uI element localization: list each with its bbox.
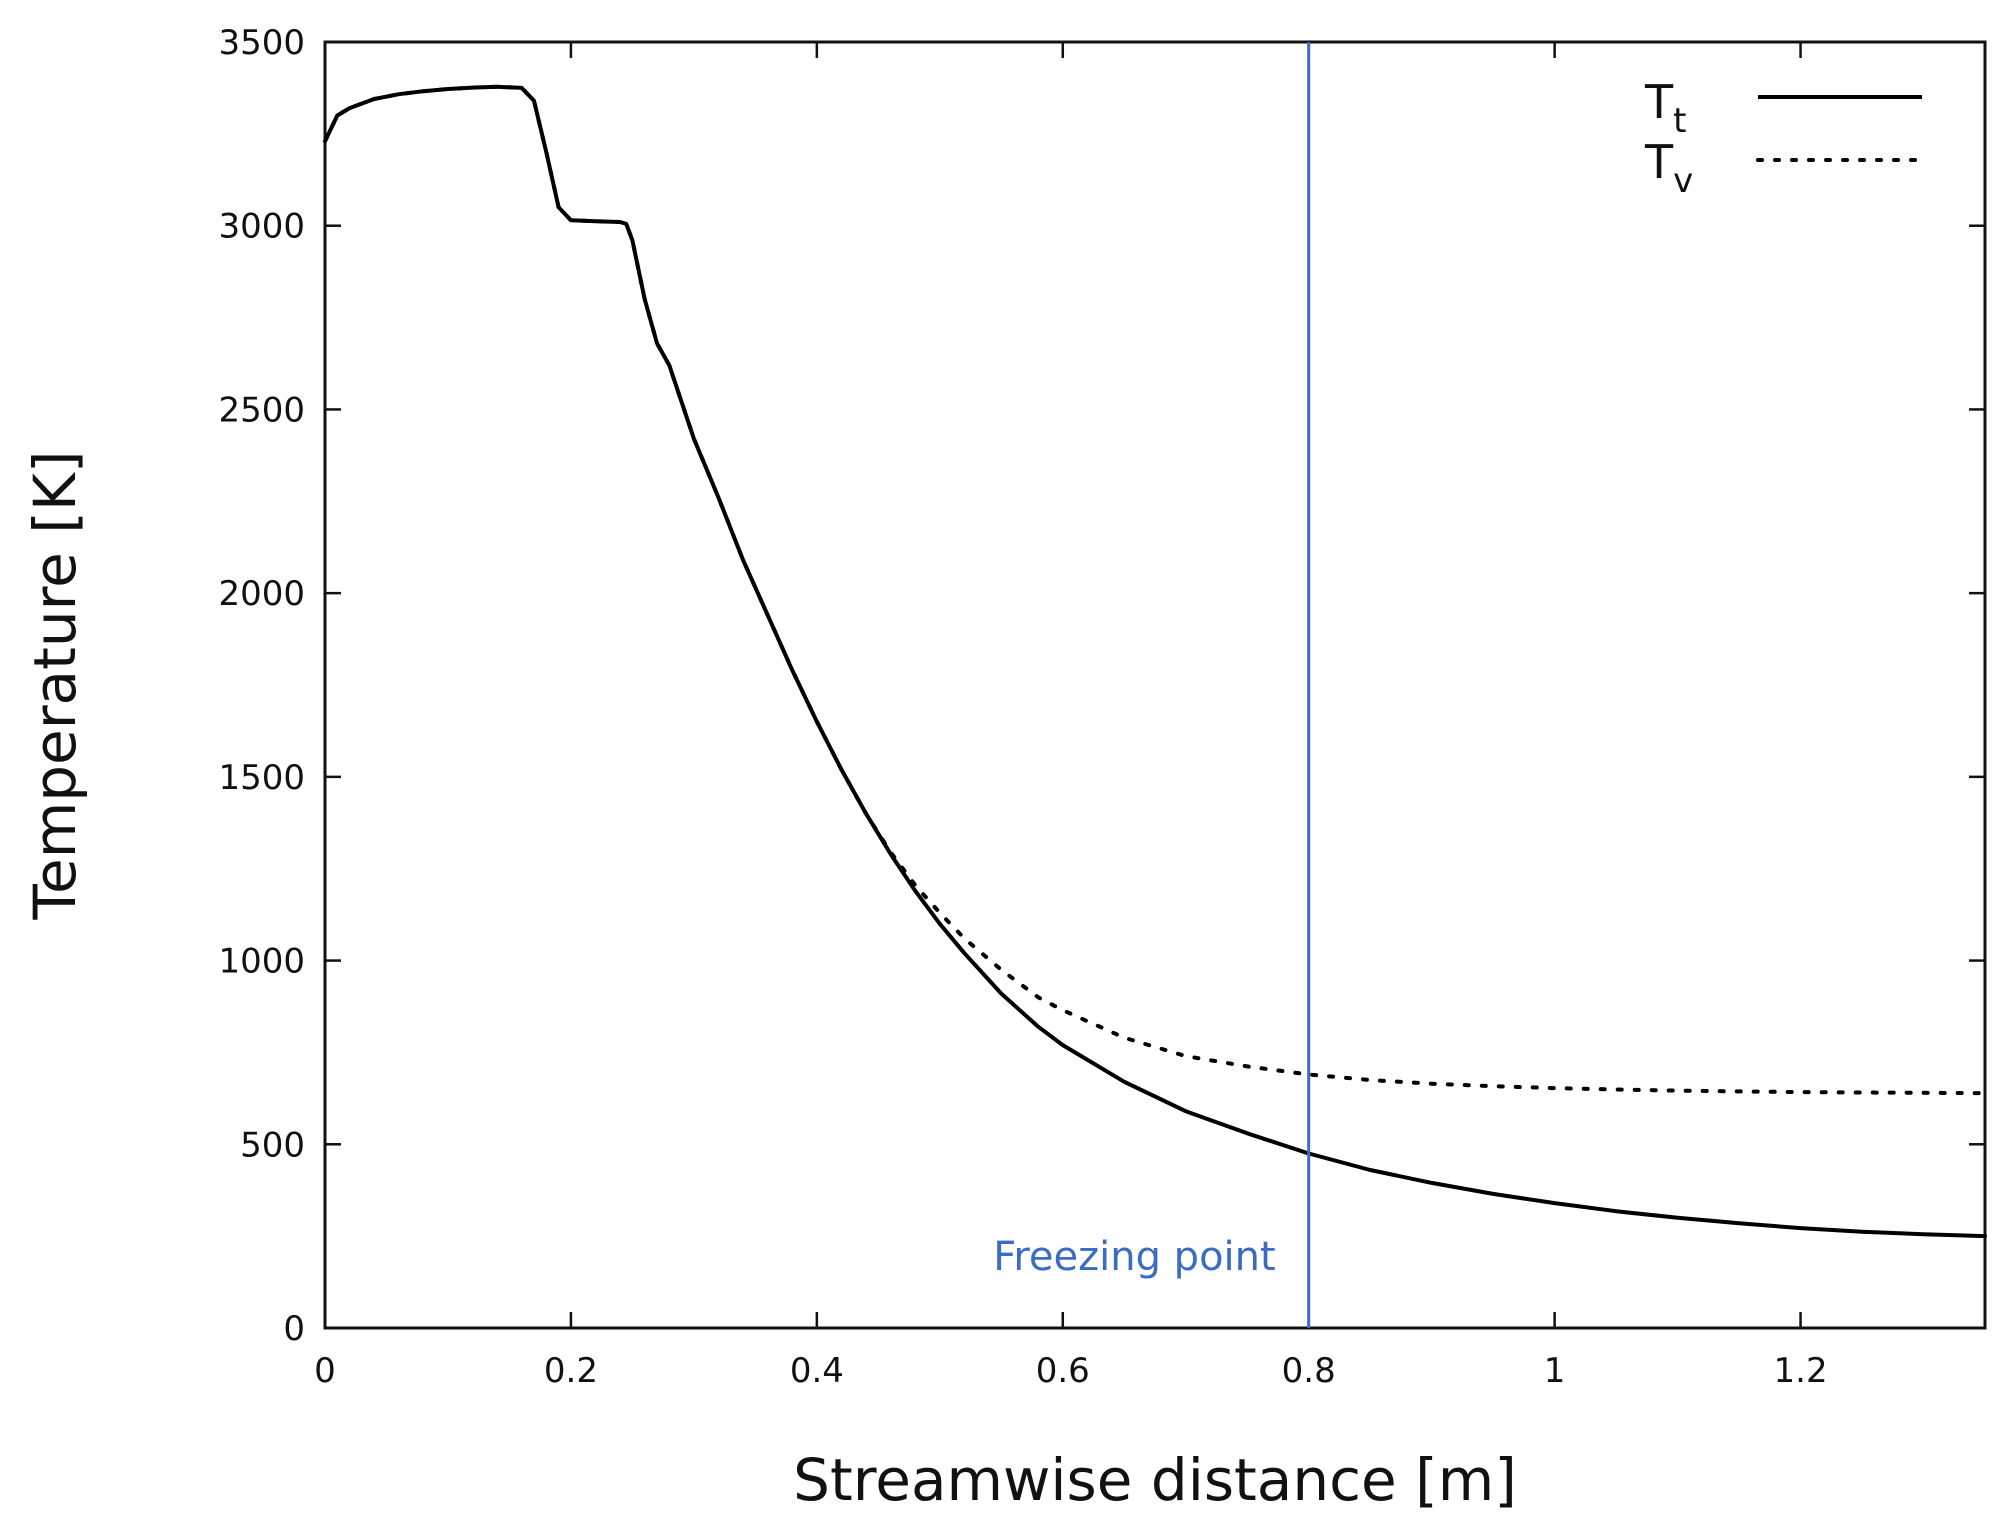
annotations-group: Freezing point bbox=[993, 42, 1311, 1328]
legend: Tt Tv bbox=[1644, 75, 1924, 201]
x-tick-label: 0.8 bbox=[1282, 1351, 1336, 1391]
legend-label-tv: Tv bbox=[1644, 135, 1693, 201]
x-tick-label: 0.4 bbox=[790, 1351, 844, 1391]
freezing-point-label: Freezing point bbox=[993, 1234, 1275, 1280]
series-line-tv bbox=[323, 84, 1987, 1096]
x-tick-label: 0 bbox=[314, 1351, 336, 1391]
y-tick-label: 3500 bbox=[218, 23, 305, 63]
x-axis-label: Streamwise distance [m] bbox=[793, 1446, 1517, 1514]
y-tick-label: 3000 bbox=[218, 207, 305, 247]
legend-label-tv-sub: v bbox=[1673, 161, 1693, 201]
y-axis-ticks: 0 500 1000 1500 2000 2500 3000 3500 bbox=[218, 23, 1985, 1349]
legend-label-tt-sub: t bbox=[1673, 101, 1686, 141]
legend-label-tv-main: T bbox=[1644, 135, 1674, 189]
x-tick-label: 0.6 bbox=[1036, 1351, 1090, 1391]
series-group bbox=[323, 84, 1987, 1239]
plot-frame bbox=[323, 40, 1987, 1330]
y-tick-label: 1000 bbox=[218, 942, 305, 982]
x-tick-label: 0.2 bbox=[544, 1351, 598, 1391]
y-tick-label: 500 bbox=[240, 1125, 305, 1165]
legend-label-tt-main: T bbox=[1644, 75, 1674, 129]
y-tick-label: 0 bbox=[283, 1309, 305, 1349]
y-tick-label: 2000 bbox=[218, 574, 305, 614]
x-axis-ticks: 0 0.2 0.4 0.6 0.8 1 1.2 bbox=[314, 42, 1828, 1391]
series-line-tt bbox=[323, 84, 1987, 1239]
legend-label-tt: Tt bbox=[1644, 75, 1686, 141]
y-tick-label: 2500 bbox=[218, 390, 305, 430]
x-tick-label: 1.2 bbox=[1774, 1351, 1828, 1391]
y-tick-label: 1500 bbox=[218, 758, 305, 798]
x-tick-label: 1 bbox=[1544, 1351, 1566, 1391]
y-axis-label: Temperature [K] bbox=[21, 450, 89, 920]
